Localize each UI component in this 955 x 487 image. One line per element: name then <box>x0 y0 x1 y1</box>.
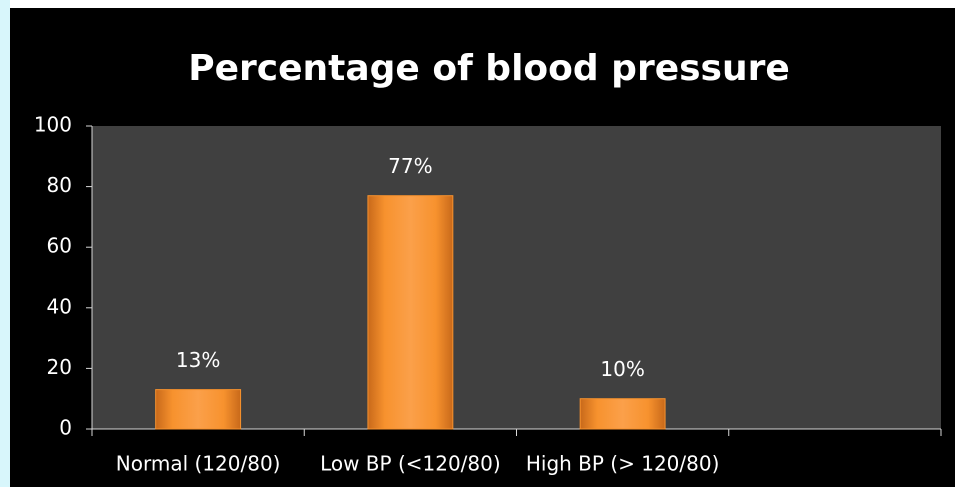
value-label: 77% <box>388 154 432 178</box>
bar <box>367 195 454 430</box>
value-label: 10% <box>600 357 644 381</box>
y-tick-label: 80 <box>47 173 72 197</box>
y-tick-label: 20 <box>47 355 72 379</box>
side-strip <box>0 0 10 487</box>
y-tick-label: 100 <box>34 113 72 137</box>
plot-area <box>92 126 941 429</box>
y-tick-label: 60 <box>47 234 72 258</box>
x-tick-label: Normal (120/80) <box>116 452 281 476</box>
bar <box>155 389 242 430</box>
x-tick-label: Low BP (<120/80) <box>320 452 501 476</box>
chart-title: Percentage of blood pressure <box>188 48 790 89</box>
value-label: 13% <box>176 348 220 372</box>
x-tick-label: High BP (> 120/80) <box>526 452 720 476</box>
bar <box>579 398 666 430</box>
y-tick-label: 0 <box>59 416 72 440</box>
y-tick-label: 40 <box>47 294 72 318</box>
